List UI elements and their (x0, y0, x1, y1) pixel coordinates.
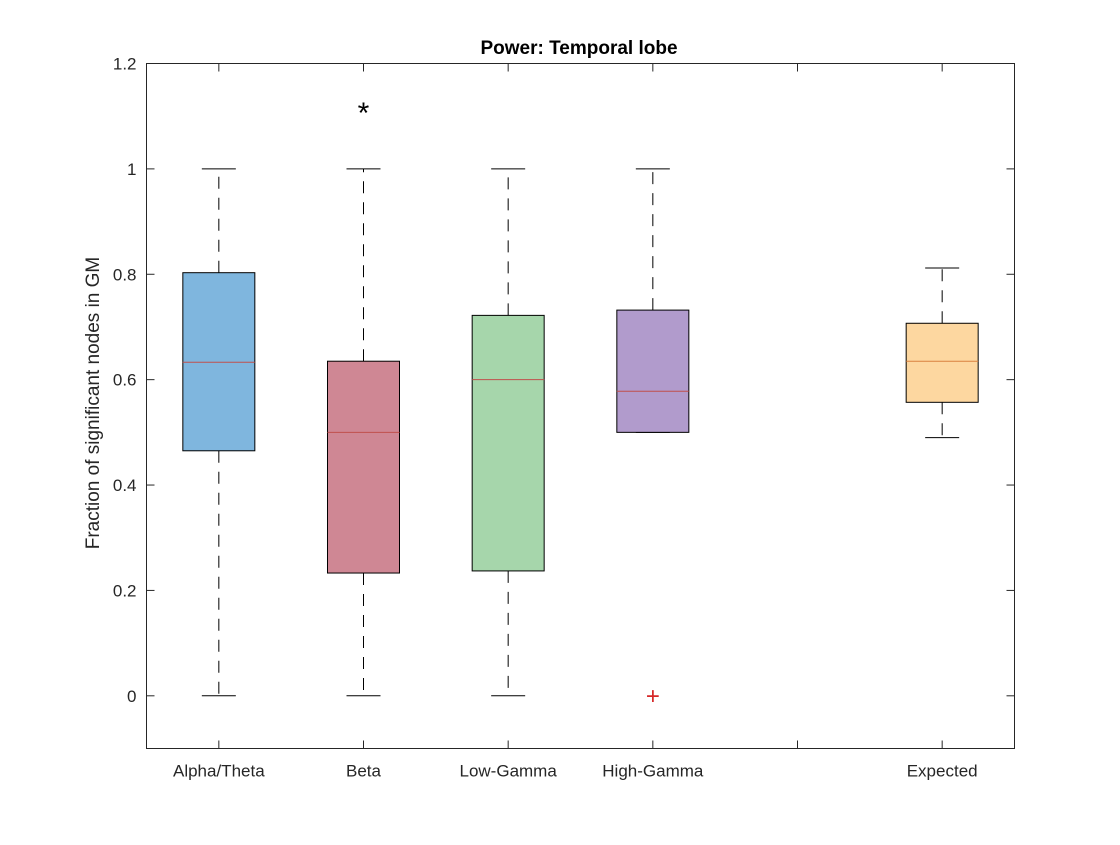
box-iqr (182, 272, 256, 452)
y-tick-label: 1.2 (113, 55, 137, 74)
box-expected (905, 267, 979, 439)
box-alpha-theta (182, 168, 256, 697)
y-tick-label: 0 (127, 687, 136, 706)
y-tick-label: 0.2 (113, 581, 137, 600)
axis-ticks: 0 0.2 0.4 0.6 0.8 1 1.2 Alpha/Theta Beta Low-Gamm… (113, 55, 1015, 781)
box-low-gamma (471, 168, 545, 697)
x-tick-label: Low-Gamma (460, 762, 558, 781)
box-iqr (905, 322, 979, 403)
annotations: * (358, 97, 370, 130)
y-tick-label: 0.8 (113, 265, 137, 284)
box-series: + (182, 168, 979, 710)
box-iqr (327, 360, 400, 574)
outlier-marker: + (646, 683, 660, 710)
x-tick-label: Alpha/Theta (173, 762, 265, 781)
plot-frame (146, 63, 1015, 749)
chart-title: Power: Temporal lobe (480, 38, 677, 59)
x-tick-label: Expected (907, 762, 978, 781)
y-tick-label: 1 (127, 160, 136, 179)
y-tick-label: 0.6 (113, 371, 137, 390)
box-beta (327, 168, 400, 697)
box-iqr (471, 314, 545, 572)
x-tick-label: High-Gamma (602, 762, 704, 781)
y-tick-label: 0.4 (113, 476, 137, 495)
x-tick-label: Beta (346, 762, 382, 781)
box-high-gamma: + (616, 168, 690, 710)
significance-asterisk: * (358, 97, 370, 130)
y-axis-label: Fraction of significant nodes in GM (83, 257, 104, 550)
box-iqr (616, 309, 690, 433)
